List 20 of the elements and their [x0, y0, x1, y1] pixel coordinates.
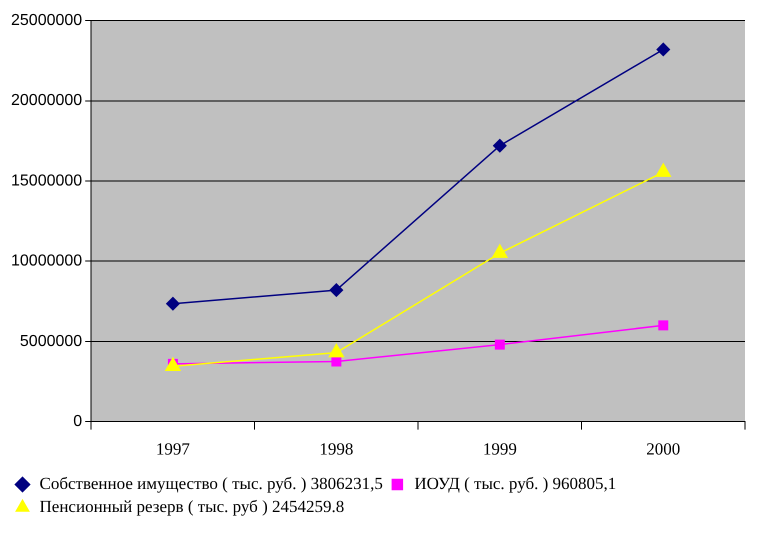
y-tick-label: 10000000: [11, 252, 82, 270]
point: [494, 340, 505, 350]
y-tick-label: 0: [73, 413, 82, 430]
point: [493, 138, 507, 152]
point: [166, 296, 180, 310]
point: [331, 356, 342, 366]
x-tick-label: 2000: [646, 439, 680, 458]
y-tick-label: 15000000: [11, 172, 82, 190]
x-tick-label: 1998: [319, 439, 354, 458]
legend-label: Собственное имущество ( тыс. руб. ) 3806231,5: [40, 474, 383, 493]
y-tick-label: 25000000: [11, 12, 82, 30]
y-tick-label: 20000000: [11, 92, 82, 110]
x-tick-label: 1997: [156, 439, 190, 458]
point: [330, 283, 344, 297]
legend-label: Пенсионный резерв ( тыс. руб ) 2454259.8: [40, 496, 344, 516]
point: [658, 320, 668, 330]
legend-label: ИОУД ( тыс. руб. ) 960805,1: [414, 474, 616, 493]
x-tick-label: 1999: [482, 439, 517, 458]
y-tick-label: 5000000: [20, 332, 82, 350]
point: [656, 42, 670, 56]
